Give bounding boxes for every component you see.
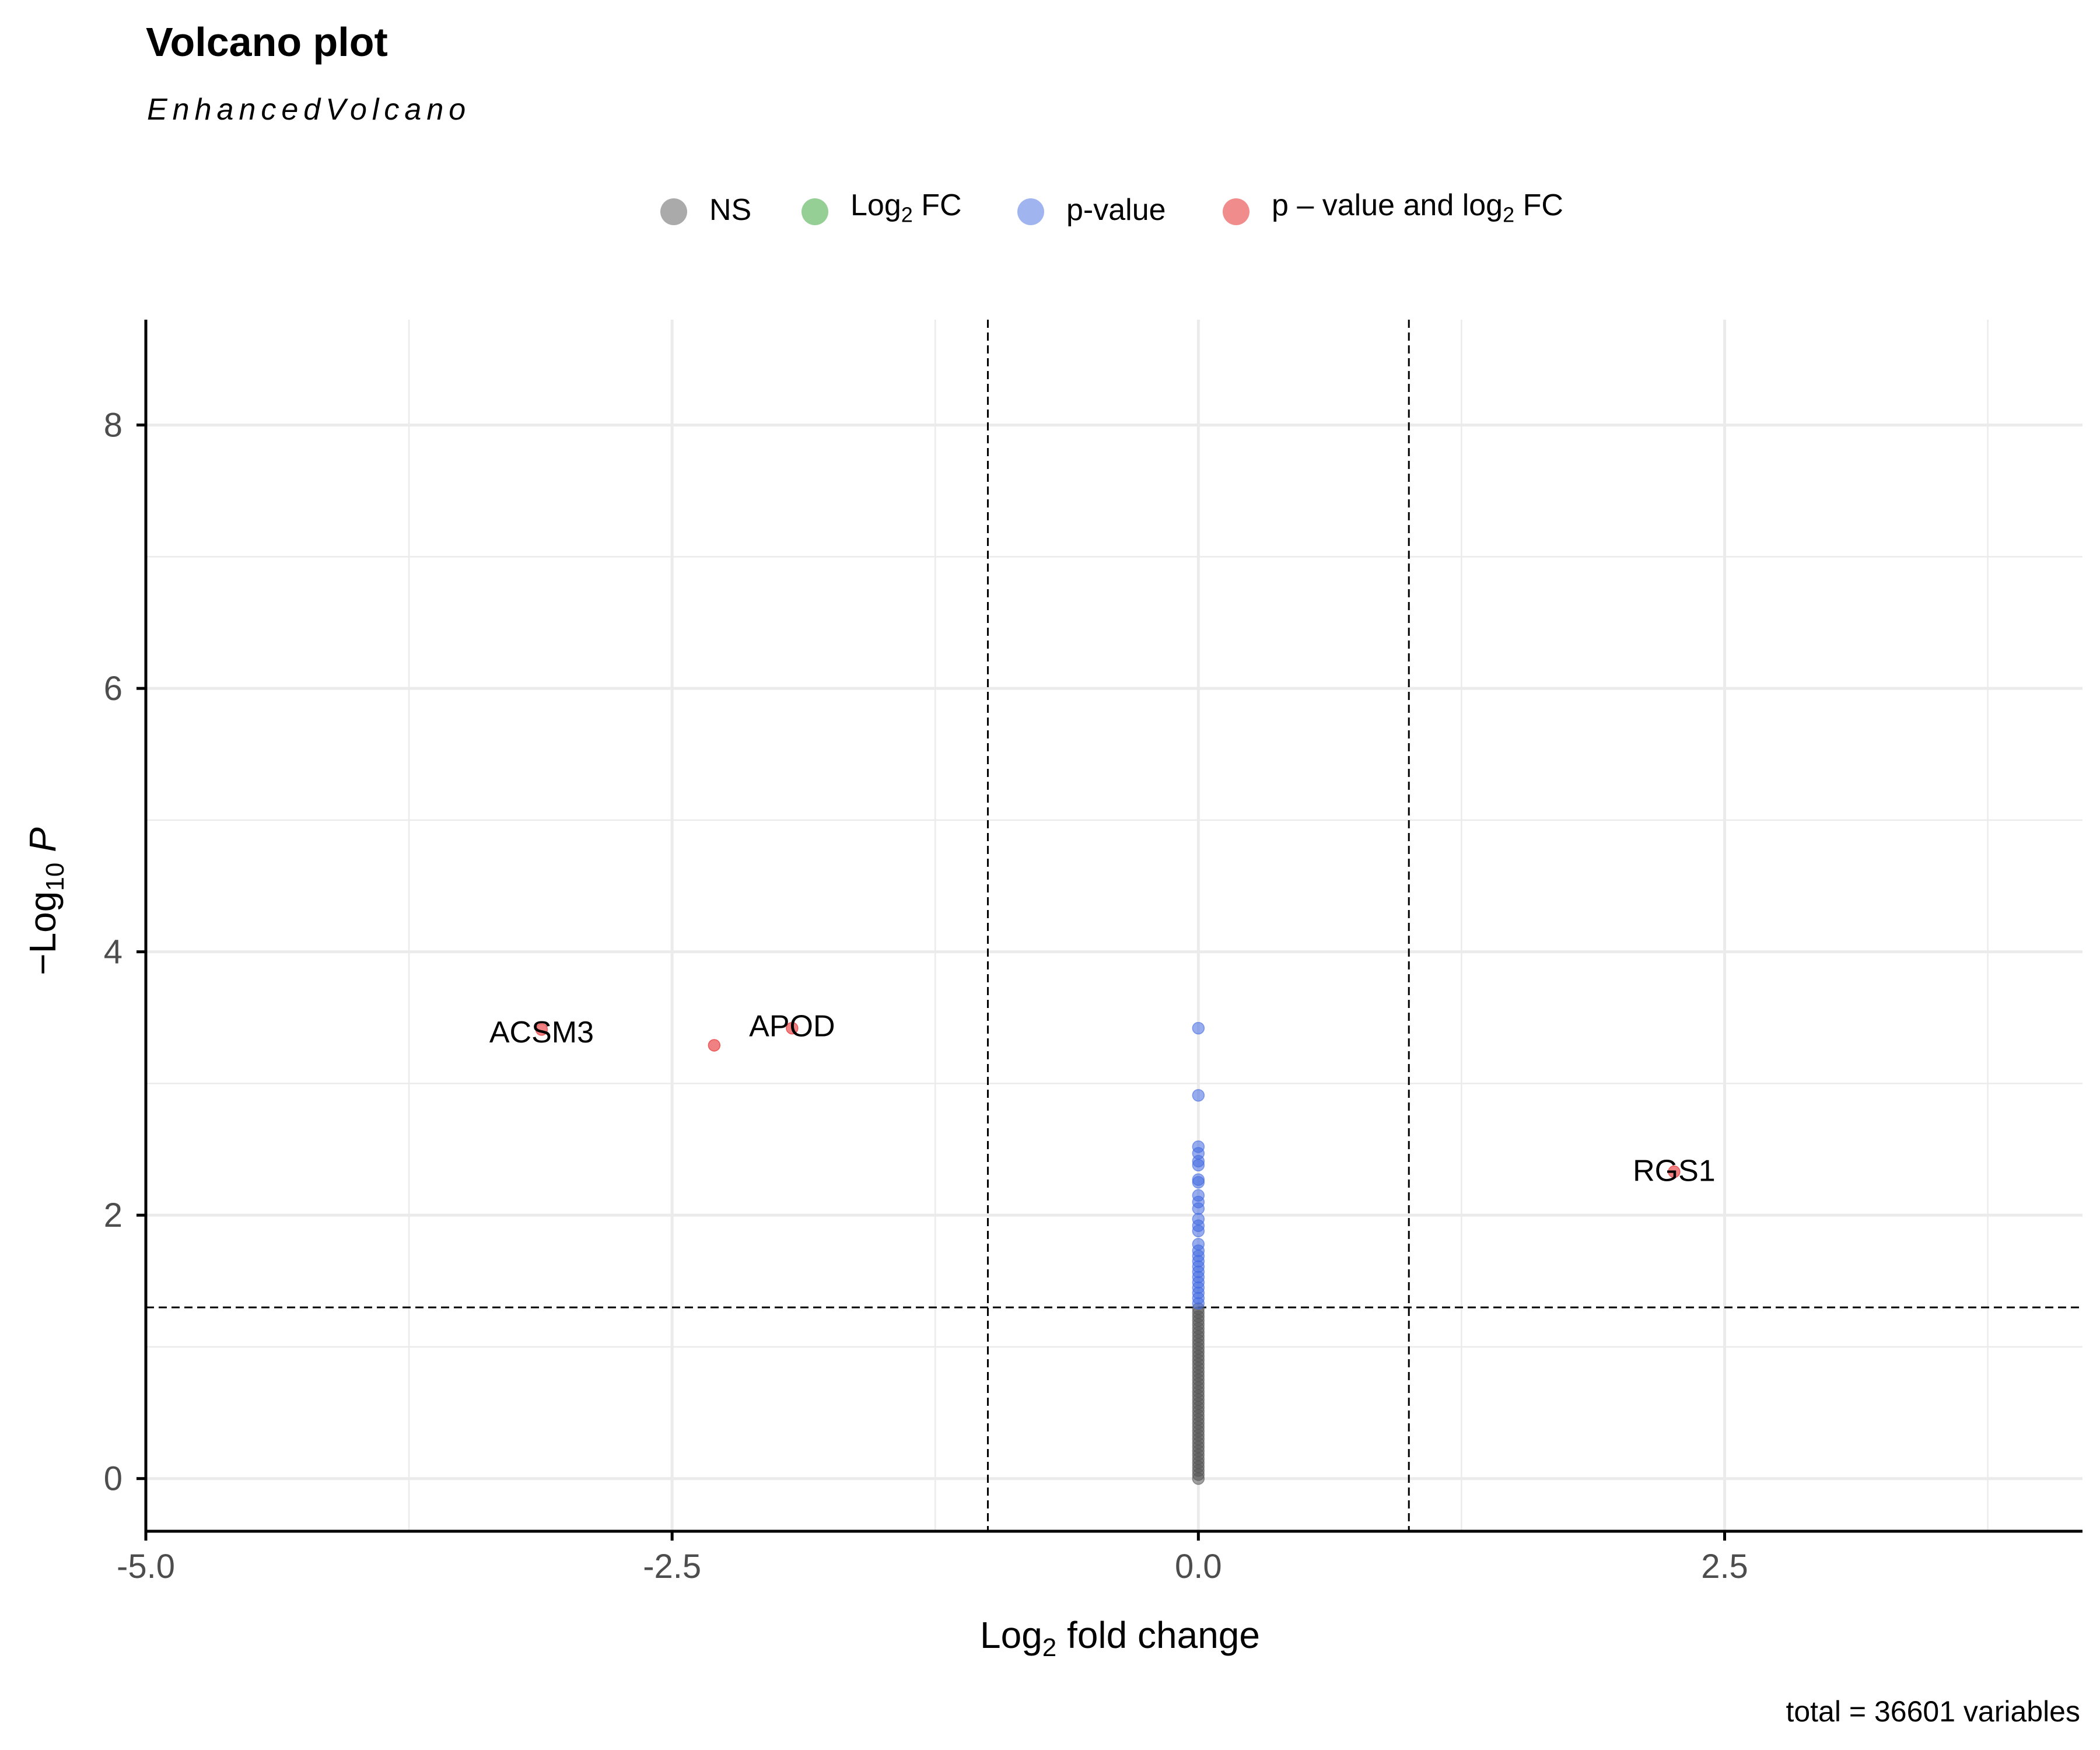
legend-swatch-pvalue: [1017, 198, 1044, 225]
chart-subtitle: EnhancedVolcano: [147, 93, 471, 127]
y-tick-label: 0: [104, 1460, 123, 1498]
point-label: ACSM3: [489, 1016, 594, 1049]
y-tick-label: 2: [104, 1196, 123, 1234]
data-point: [708, 1039, 721, 1052]
data-point: [1192, 1021, 1205, 1035]
legend-label-log2fc: Log2 FC: [850, 188, 962, 227]
legend: NS Log2 FC p-value p – value and log2 FC: [0, 188, 2100, 235]
data-point: [1192, 1088, 1205, 1102]
legend-label-ns: NS: [709, 193, 752, 227]
data-points: [535, 1021, 1681, 1485]
data-point: [535, 1023, 548, 1036]
x-tick-label: 0.0: [1175, 1548, 1222, 1586]
data-point: [1192, 1202, 1205, 1215]
y-tick-label: 8: [104, 407, 123, 444]
x-tick-label: -5.0: [117, 1548, 175, 1586]
x-tick-label: 2.5: [1701, 1548, 1748, 1586]
point-label: RGS1: [1633, 1154, 1716, 1188]
legend-swatch-both: [1223, 198, 1250, 225]
data-point: [786, 1021, 799, 1035]
cutoff-lines: [146, 320, 2082, 1531]
data-point: [1668, 1165, 1681, 1178]
legend-label-both: p – value and log2 FC: [1272, 188, 1563, 227]
data-point: [1192, 1158, 1205, 1172]
legend-swatch-log2fc: [802, 198, 828, 225]
y-tick-label: 4: [104, 933, 123, 971]
y-axis-label: −Log10 P: [22, 827, 69, 975]
point-label: APOD: [749, 1010, 835, 1044]
chart-caption: total = 36601 variables: [1786, 1695, 2080, 1728]
legend-swatch-ns: [660, 198, 687, 225]
x-axis-label: Log2 fold change: [980, 1614, 1260, 1662]
data-point: [1192, 1297, 1205, 1310]
chart-title: Volcano plot: [146, 19, 388, 65]
grid-lines: [144, 320, 2082, 1531]
data-point: [1192, 1175, 1205, 1189]
legend-label-pvalue: p-value: [1066, 193, 1166, 227]
axes: -5.0 -2.5 0.0 2.5 0 2 4 6 8: [104, 320, 2082, 1586]
x-tick-label: -2.5: [643, 1548, 701, 1586]
point-labels: ACSM3 APOD RGS1: [489, 1010, 1716, 1188]
data-point: [1192, 1224, 1205, 1238]
y-tick-label: 6: [104, 670, 123, 708]
